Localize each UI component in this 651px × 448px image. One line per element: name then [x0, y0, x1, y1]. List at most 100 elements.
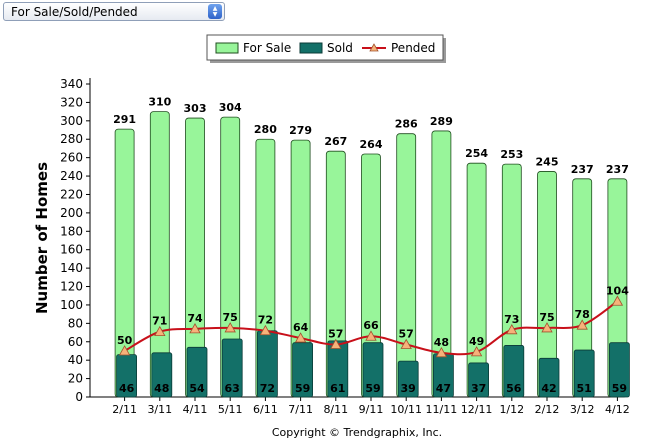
- marker-pended: [611, 295, 624, 306]
- marker-pended: [259, 324, 272, 336]
- label-for-sale: 280: [254, 123, 277, 136]
- y-tick-label: 300: [60, 114, 83, 128]
- marker-pended: [435, 346, 448, 358]
- label-for-sale: 245: [536, 155, 559, 168]
- marker-pended: [541, 322, 553, 333]
- label-for-sale: 304: [219, 101, 242, 114]
- select-arrows-icon[interactable]: ▲ ▼: [208, 4, 222, 19]
- label-pended: 57: [399, 328, 414, 341]
- label-pended: 73: [504, 313, 519, 326]
- y-tick-label: 320: [60, 95, 83, 109]
- chart-type-select-value: For Sale/Sold/Pended: [11, 4, 138, 19]
- label-pended: 50: [117, 334, 133, 347]
- bar-sold: [221, 338, 243, 398]
- chart-type-select[interactable]: For Sale/Sold/Pended ▲ ▼: [3, 2, 225, 21]
- y-tick-label: 100: [60, 298, 83, 312]
- label-sold: 59: [365, 382, 380, 395]
- arrow-down-icon: ▼: [212, 10, 218, 18]
- legend-marker-pended: [369, 43, 379, 52]
- label-for-sale: 237: [571, 163, 594, 176]
- x-tick-label: 12/11: [461, 403, 493, 416]
- y-tick-label: 240: [60, 169, 83, 183]
- marker-pended: [224, 322, 236, 333]
- bar-sold: [327, 340, 349, 398]
- label-sold: 51: [577, 382, 592, 395]
- label-sold: 48: [154, 382, 169, 395]
- y-axis-title: Number of Homes: [33, 162, 51, 314]
- series-pended: [118, 295, 624, 358]
- label-pended: 64: [293, 321, 309, 334]
- y-tick-label: 340: [60, 77, 83, 91]
- y-tick-label: 220: [60, 187, 83, 201]
- label-sold: 61: [330, 382, 345, 395]
- y-tick-label: 180: [60, 224, 83, 238]
- x-tick-label: 5/11: [218, 403, 243, 416]
- x-tick-label: 3/12: [570, 403, 595, 416]
- label-pended: 48: [434, 336, 449, 349]
- marker-pended: [400, 338, 412, 349]
- label-for-sale: 267: [324, 135, 347, 148]
- x-tick-label: 9/11: [359, 403, 384, 416]
- bar-sold: [468, 362, 490, 398]
- y-tick-label: 260: [60, 151, 83, 165]
- bar-sold: [538, 357, 560, 398]
- arrow-up-icon: ▲: [212, 4, 218, 12]
- y-tick-label: 80: [68, 316, 83, 330]
- series-sold: [116, 330, 630, 398]
- marker-pended: [330, 338, 342, 349]
- label-sold: 63: [225, 382, 240, 395]
- y-tick-label: 280: [60, 132, 83, 146]
- bar-sold: [292, 342, 314, 398]
- x-tick-label: 8/11: [323, 403, 348, 416]
- legend: For Sale Sold Pended: [206, 34, 446, 63]
- x-tick-label: 1/12: [499, 403, 524, 416]
- bar-for-sale: [466, 162, 487, 398]
- bar-sold: [186, 346, 208, 398]
- label-pended: 74: [187, 312, 203, 325]
- x-axis-ticks: 2/11 3/11 4/11 5/11 6/11 7/11 8/11 9/11 10/11 11/…: [112, 397, 630, 416]
- label-pended: 49: [469, 335, 484, 348]
- x-tick-label: 4/11: [183, 403, 208, 416]
- marker-pended: [365, 330, 377, 341]
- y-tick-label: 0: [75, 390, 83, 404]
- legend-label-pended: Pended: [391, 41, 435, 55]
- label-for-sale: 279: [289, 124, 312, 137]
- marker-pended: [470, 346, 483, 357]
- label-sold: 46: [119, 382, 135, 395]
- label-sold: 59: [295, 382, 310, 395]
- x-tick-label: 2/11: [112, 403, 137, 416]
- marker-pended: [118, 345, 131, 356]
- x-tick-label: 6/11: [253, 403, 278, 416]
- y-tick-label: 200: [60, 206, 83, 220]
- label-for-sale: 264: [360, 138, 383, 151]
- y-axis-ticks: 0 20 40 60 80 100 120 140 160 180 200 220 240 260 280 3…: [60, 77, 90, 404]
- legend-swatch-sold: [299, 42, 323, 54]
- label-sold: 39: [401, 382, 416, 395]
- label-sold: 72: [260, 382, 275, 395]
- label-pended: 75: [539, 311, 554, 324]
- label-for-sale: 303: [184, 102, 207, 115]
- y-tick-label: 60: [68, 335, 83, 349]
- label-for-sale: 254: [465, 147, 488, 160]
- label-for-sale: 289: [430, 115, 453, 128]
- y-tick-label: 40: [68, 353, 83, 367]
- x-tick-label: 3/11: [147, 403, 172, 416]
- label-sold: 54: [189, 382, 205, 395]
- label-sold: 56: [506, 382, 522, 395]
- x-tick-label: 7/11: [288, 403, 313, 416]
- bar-sold: [573, 349, 595, 398]
- label-sold: 59: [612, 382, 627, 395]
- bar-sold: [362, 342, 384, 398]
- label-pended: 104: [606, 284, 629, 297]
- y-tick-label: 160: [60, 243, 83, 257]
- label-pended: 78: [575, 308, 590, 321]
- label-for-sale: 237: [606, 163, 629, 176]
- label-pended: 66: [363, 319, 379, 332]
- y-tick-label: 20: [68, 372, 83, 386]
- copyright-text: Copyright © Trendgraphix, Inc.: [272, 426, 442, 439]
- label-for-sale: 310: [148, 96, 171, 109]
- marker-pended: [189, 323, 201, 334]
- y-tick-label: 120: [60, 280, 83, 294]
- bar-sold: [503, 345, 525, 398]
